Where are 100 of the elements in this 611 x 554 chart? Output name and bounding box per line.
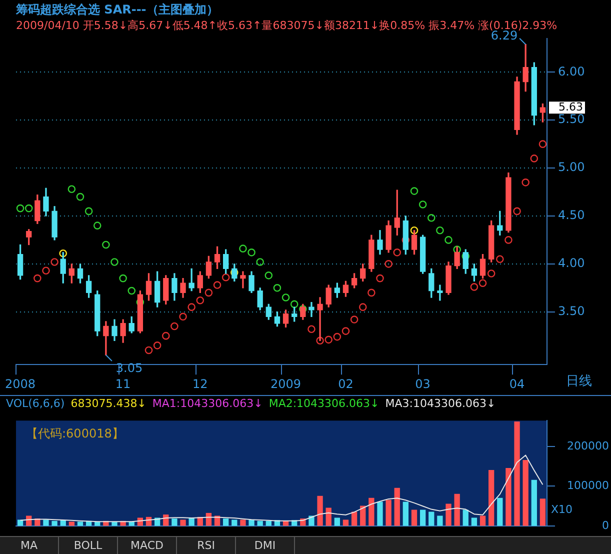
bar (232, 520, 238, 526)
bar (488, 470, 494, 526)
point (68, 185, 76, 194)
point (478, 279, 487, 287)
bar (454, 494, 460, 526)
point (16, 204, 24, 212)
bar (531, 480, 537, 526)
point (410, 226, 418, 234)
point (264, 272, 273, 280)
bar (206, 512, 212, 526)
chart-subtitle: 2009/04/10 开5.58↓高5.67↓低5.48↑收5.63↑量683075↓额38211↓换0.85% 振3.47% 涨(0.16)2.93% (16, 18, 558, 32)
text: MA (0, 537, 59, 554)
bar (514, 421, 520, 526)
bar (180, 520, 186, 526)
bar (257, 520, 263, 526)
bar (223, 518, 229, 526)
point (290, 300, 298, 308)
point (299, 305, 307, 313)
y-tick-label: 200000 (567, 439, 609, 452)
point (282, 294, 290, 302)
point (436, 226, 444, 234)
point (34, 274, 42, 282)
x-tick-label: 12 (192, 376, 208, 391)
bar (428, 512, 434, 526)
point (538, 140, 547, 148)
bar (43, 520, 49, 526)
point (273, 284, 282, 292)
bar (334, 518, 340, 526)
point (358, 303, 367, 311)
point (308, 325, 316, 334)
bar (240, 520, 246, 526)
point (59, 249, 68, 258)
point (153, 342, 162, 350)
y-tick-label: 5.50 (558, 112, 585, 126)
bar (411, 510, 418, 526)
point (530, 154, 538, 162)
annotation: 【代码:600018】 (26, 426, 124, 441)
bar (462, 510, 468, 526)
point (504, 236, 512, 244)
point (93, 222, 102, 230)
point (179, 312, 187, 321)
point (162, 332, 170, 340)
y-tick-label: 100000 (567, 479, 609, 492)
point (316, 336, 324, 345)
bar (360, 506, 366, 526)
bar (377, 502, 383, 526)
bar (351, 512, 358, 526)
bar (402, 502, 409, 526)
point (222, 273, 230, 282)
text: 日线 (566, 374, 592, 390)
x-tick-label: 03 (415, 376, 430, 391)
text: MACD (118, 537, 177, 554)
point (384, 260, 392, 268)
point (256, 258, 264, 266)
bar (266, 520, 272, 526)
bar (317, 496, 323, 526)
bar (386, 500, 392, 526)
chart-title: VOL(6,6,6) (6, 397, 65, 410)
y-tick-label: 0 (602, 518, 609, 532)
point (119, 274, 127, 282)
x-tick-label: 2008 (5, 376, 36, 391)
point (410, 187, 418, 195)
bar (497, 498, 503, 526)
point (204, 288, 213, 297)
point (496, 255, 504, 264)
point (342, 327, 350, 335)
bar (480, 516, 486, 526)
text: DMI (236, 537, 295, 554)
bar (52, 520, 58, 526)
point (170, 322, 178, 330)
point (350, 316, 358, 324)
bar (326, 508, 332, 526)
point (513, 207, 521, 216)
bar (506, 468, 512, 526)
point (188, 303, 196, 311)
x-tick-label: 11 (115, 376, 131, 391)
text: RSI (177, 537, 236, 554)
text: MA2:1043306.063↓ (268, 397, 380, 410)
bar (68, 522, 74, 526)
bar (26, 516, 32, 526)
point (470, 283, 478, 291)
point (444, 236, 452, 244)
point (50, 258, 58, 266)
text: MA3:1043306.063↓ (385, 397, 496, 410)
bar (17, 520, 24, 526)
y-tick-label: 4.50 (558, 208, 585, 222)
bar (60, 520, 66, 526)
point (213, 281, 222, 289)
bar (77, 522, 84, 526)
text: BOLL (59, 537, 118, 554)
y-tick-label: 6.00 (558, 64, 585, 78)
bar (540, 498, 546, 526)
point (487, 270, 496, 278)
point (427, 214, 436, 222)
x-tick-label: 04 (509, 376, 525, 391)
bar (172, 518, 178, 526)
bar (394, 488, 400, 526)
text: MA1:1043306.063↓ (152, 397, 263, 410)
text: 5.63 (558, 100, 583, 114)
point (239, 244, 247, 252)
